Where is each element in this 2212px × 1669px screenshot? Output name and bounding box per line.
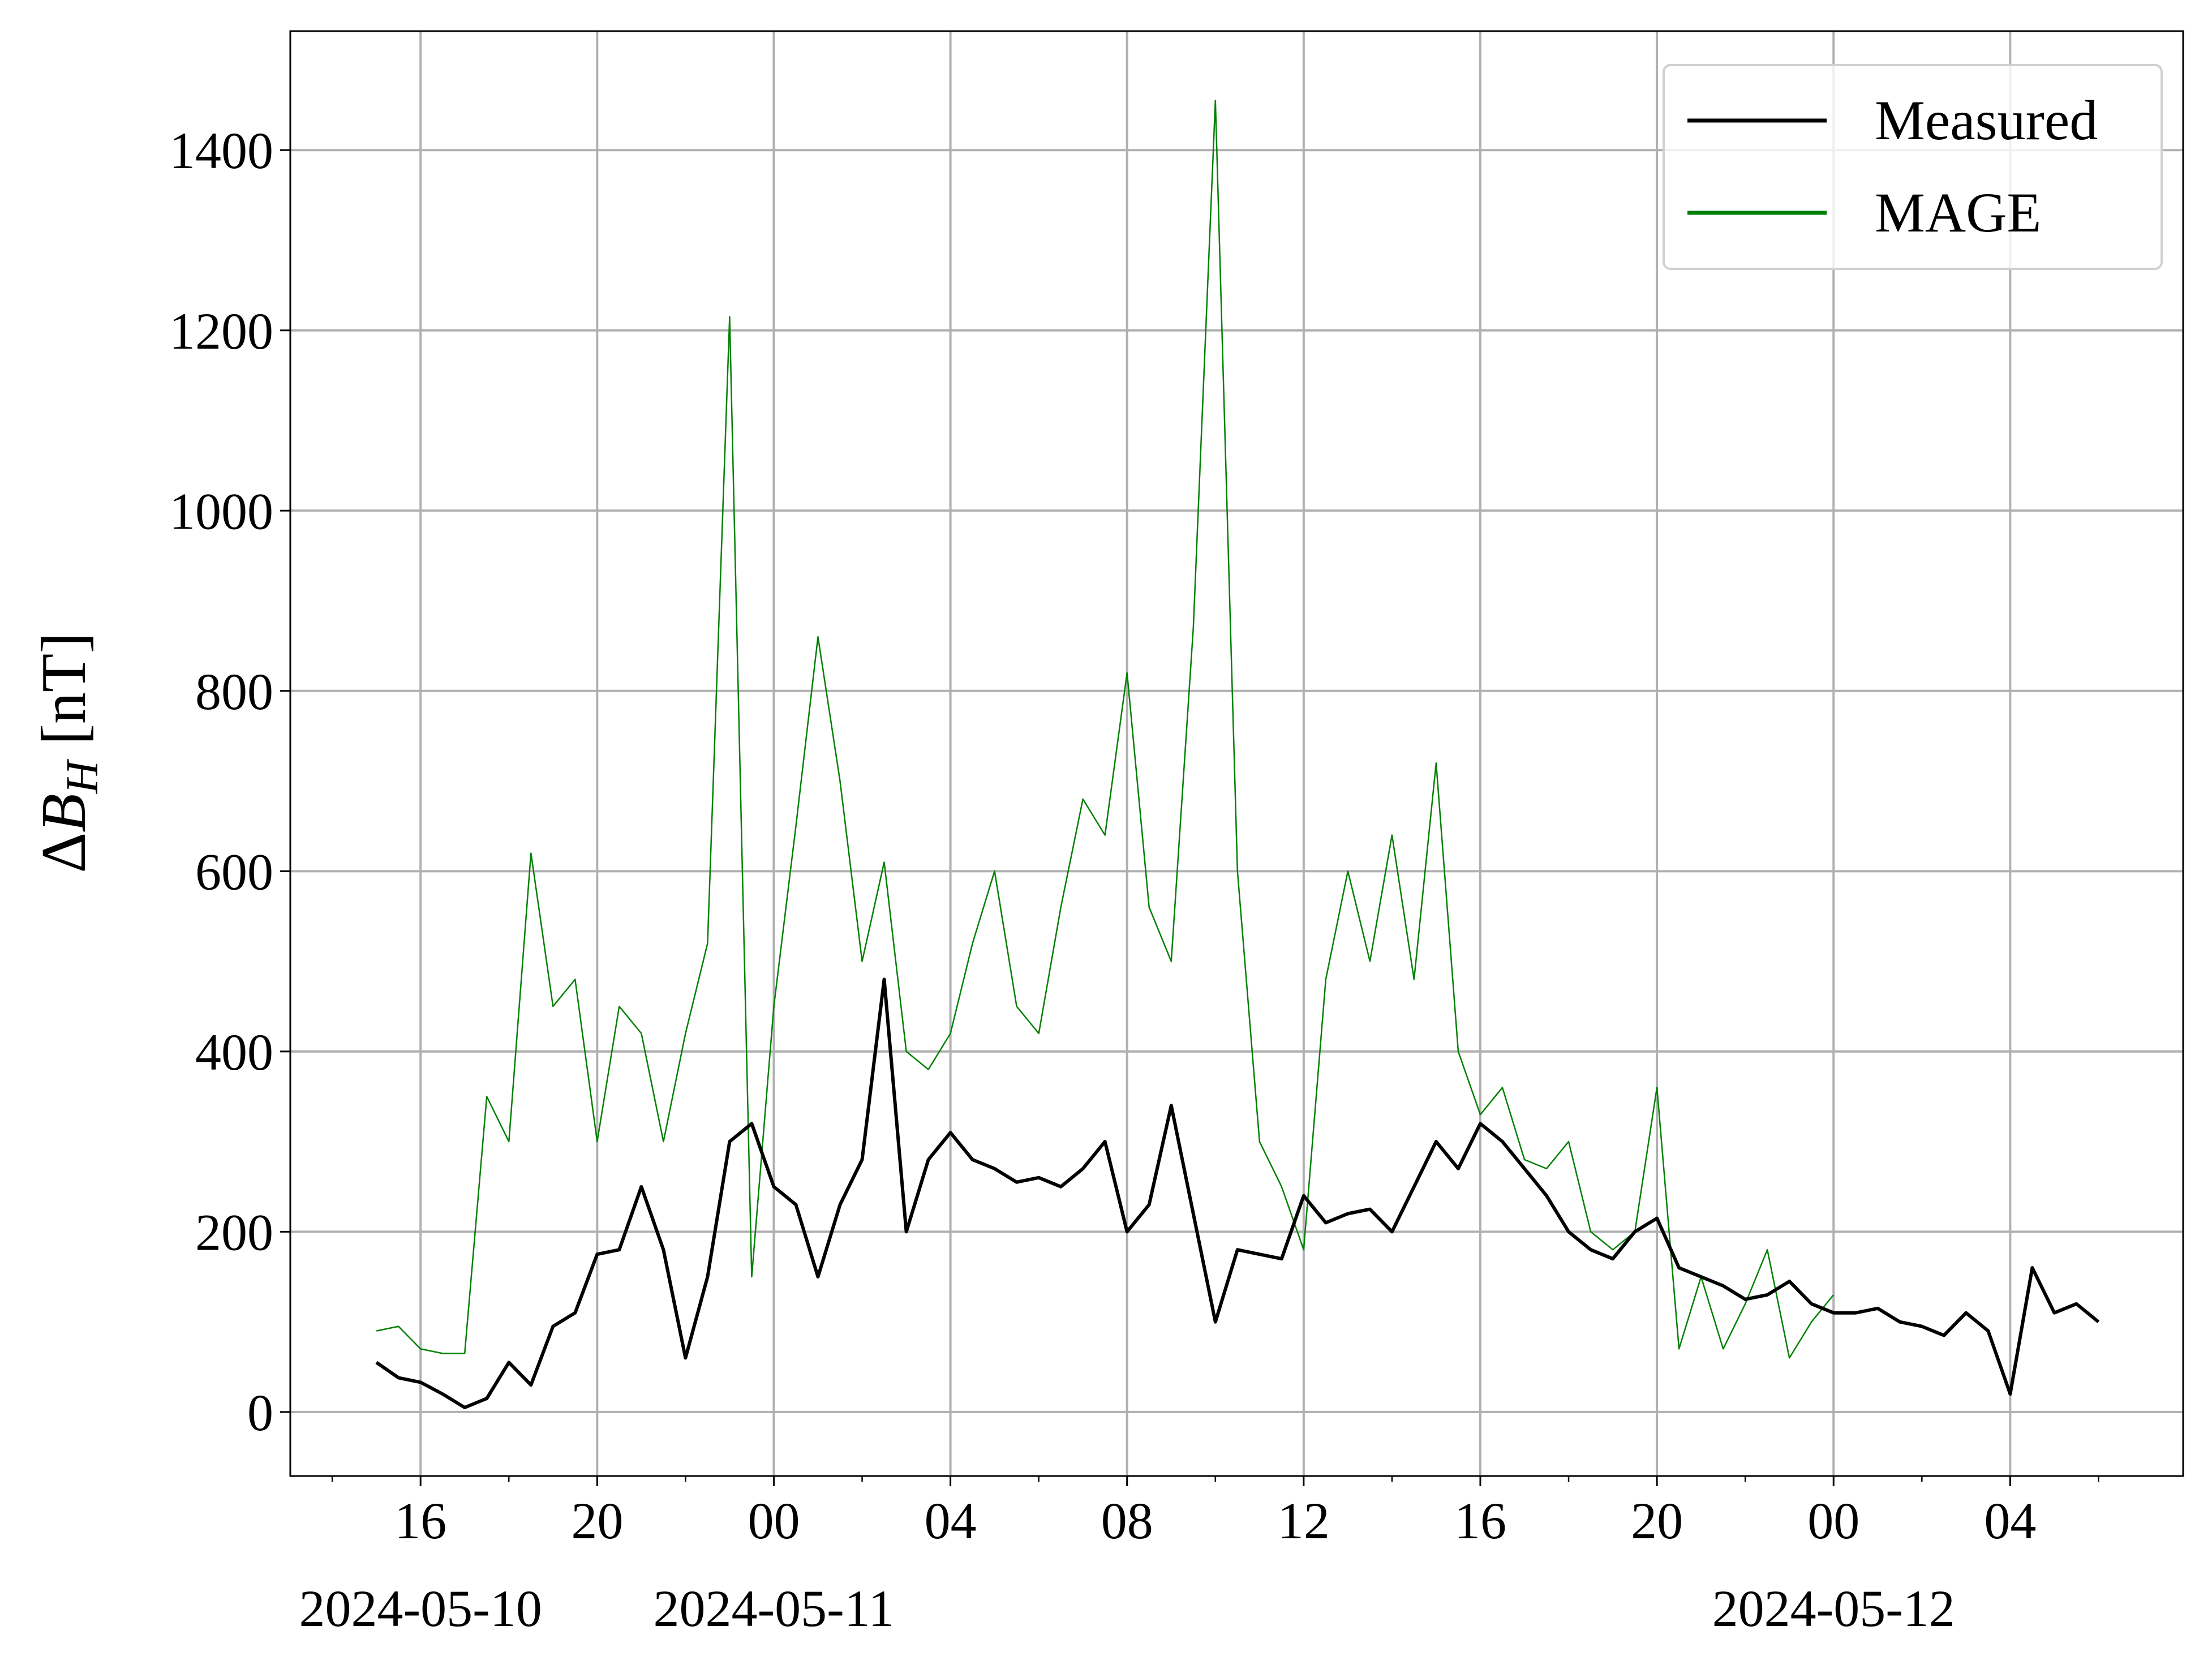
y-label-unit: [nT] (29, 632, 99, 761)
x-date-label: 2024-05-10 (299, 1580, 542, 1637)
y-tick-label: 1000 (169, 482, 273, 540)
x-tick-label: 00 (748, 1492, 800, 1550)
x-tick-label: 16 (394, 1492, 446, 1550)
y-tick-label: 600 (195, 843, 273, 900)
x-tick-label: 16 (1454, 1492, 1506, 1550)
y-label-delta: Δ (29, 833, 99, 873)
legend-box (1663, 64, 2163, 270)
x-tick-label: 00 (1807, 1492, 1859, 1550)
x-date-label: 2024-05-11 (654, 1580, 895, 1637)
legend-label: MAGE (1875, 181, 2041, 244)
legend: Measured MAGE (1663, 64, 2163, 270)
y-label-symbol: B (29, 793, 99, 832)
y-tick-label: 0 (247, 1384, 273, 1441)
legend-label: Measured (1875, 89, 2098, 152)
x-tick-label: 08 (1101, 1492, 1153, 1550)
x-tick-label: 12 (1278, 1492, 1330, 1550)
y-tick-label: 1200 (169, 302, 273, 360)
grid (290, 31, 2183, 1476)
y-tick-label: 400 (195, 1023, 273, 1081)
x-tick-label: 20 (1631, 1492, 1683, 1550)
x-tick-label: 20 (571, 1492, 623, 1550)
x-tick-label: 04 (925, 1492, 977, 1550)
x-date-label: 2024-05-12 (1712, 1580, 1955, 1637)
y-tick-label: 200 (195, 1203, 273, 1261)
series-line (376, 100, 1835, 1359)
y-label-subscript: H (58, 758, 108, 794)
series-line (375, 977, 2100, 1409)
y-axis-label: ΔBH [nT] (29, 632, 108, 873)
plot-frame (289, 30, 2184, 1477)
y-tick-label: 1400 (169, 122, 273, 179)
y-tick-label: 800 (195, 663, 273, 720)
x-tick-label: 04 (1984, 1492, 2036, 1550)
